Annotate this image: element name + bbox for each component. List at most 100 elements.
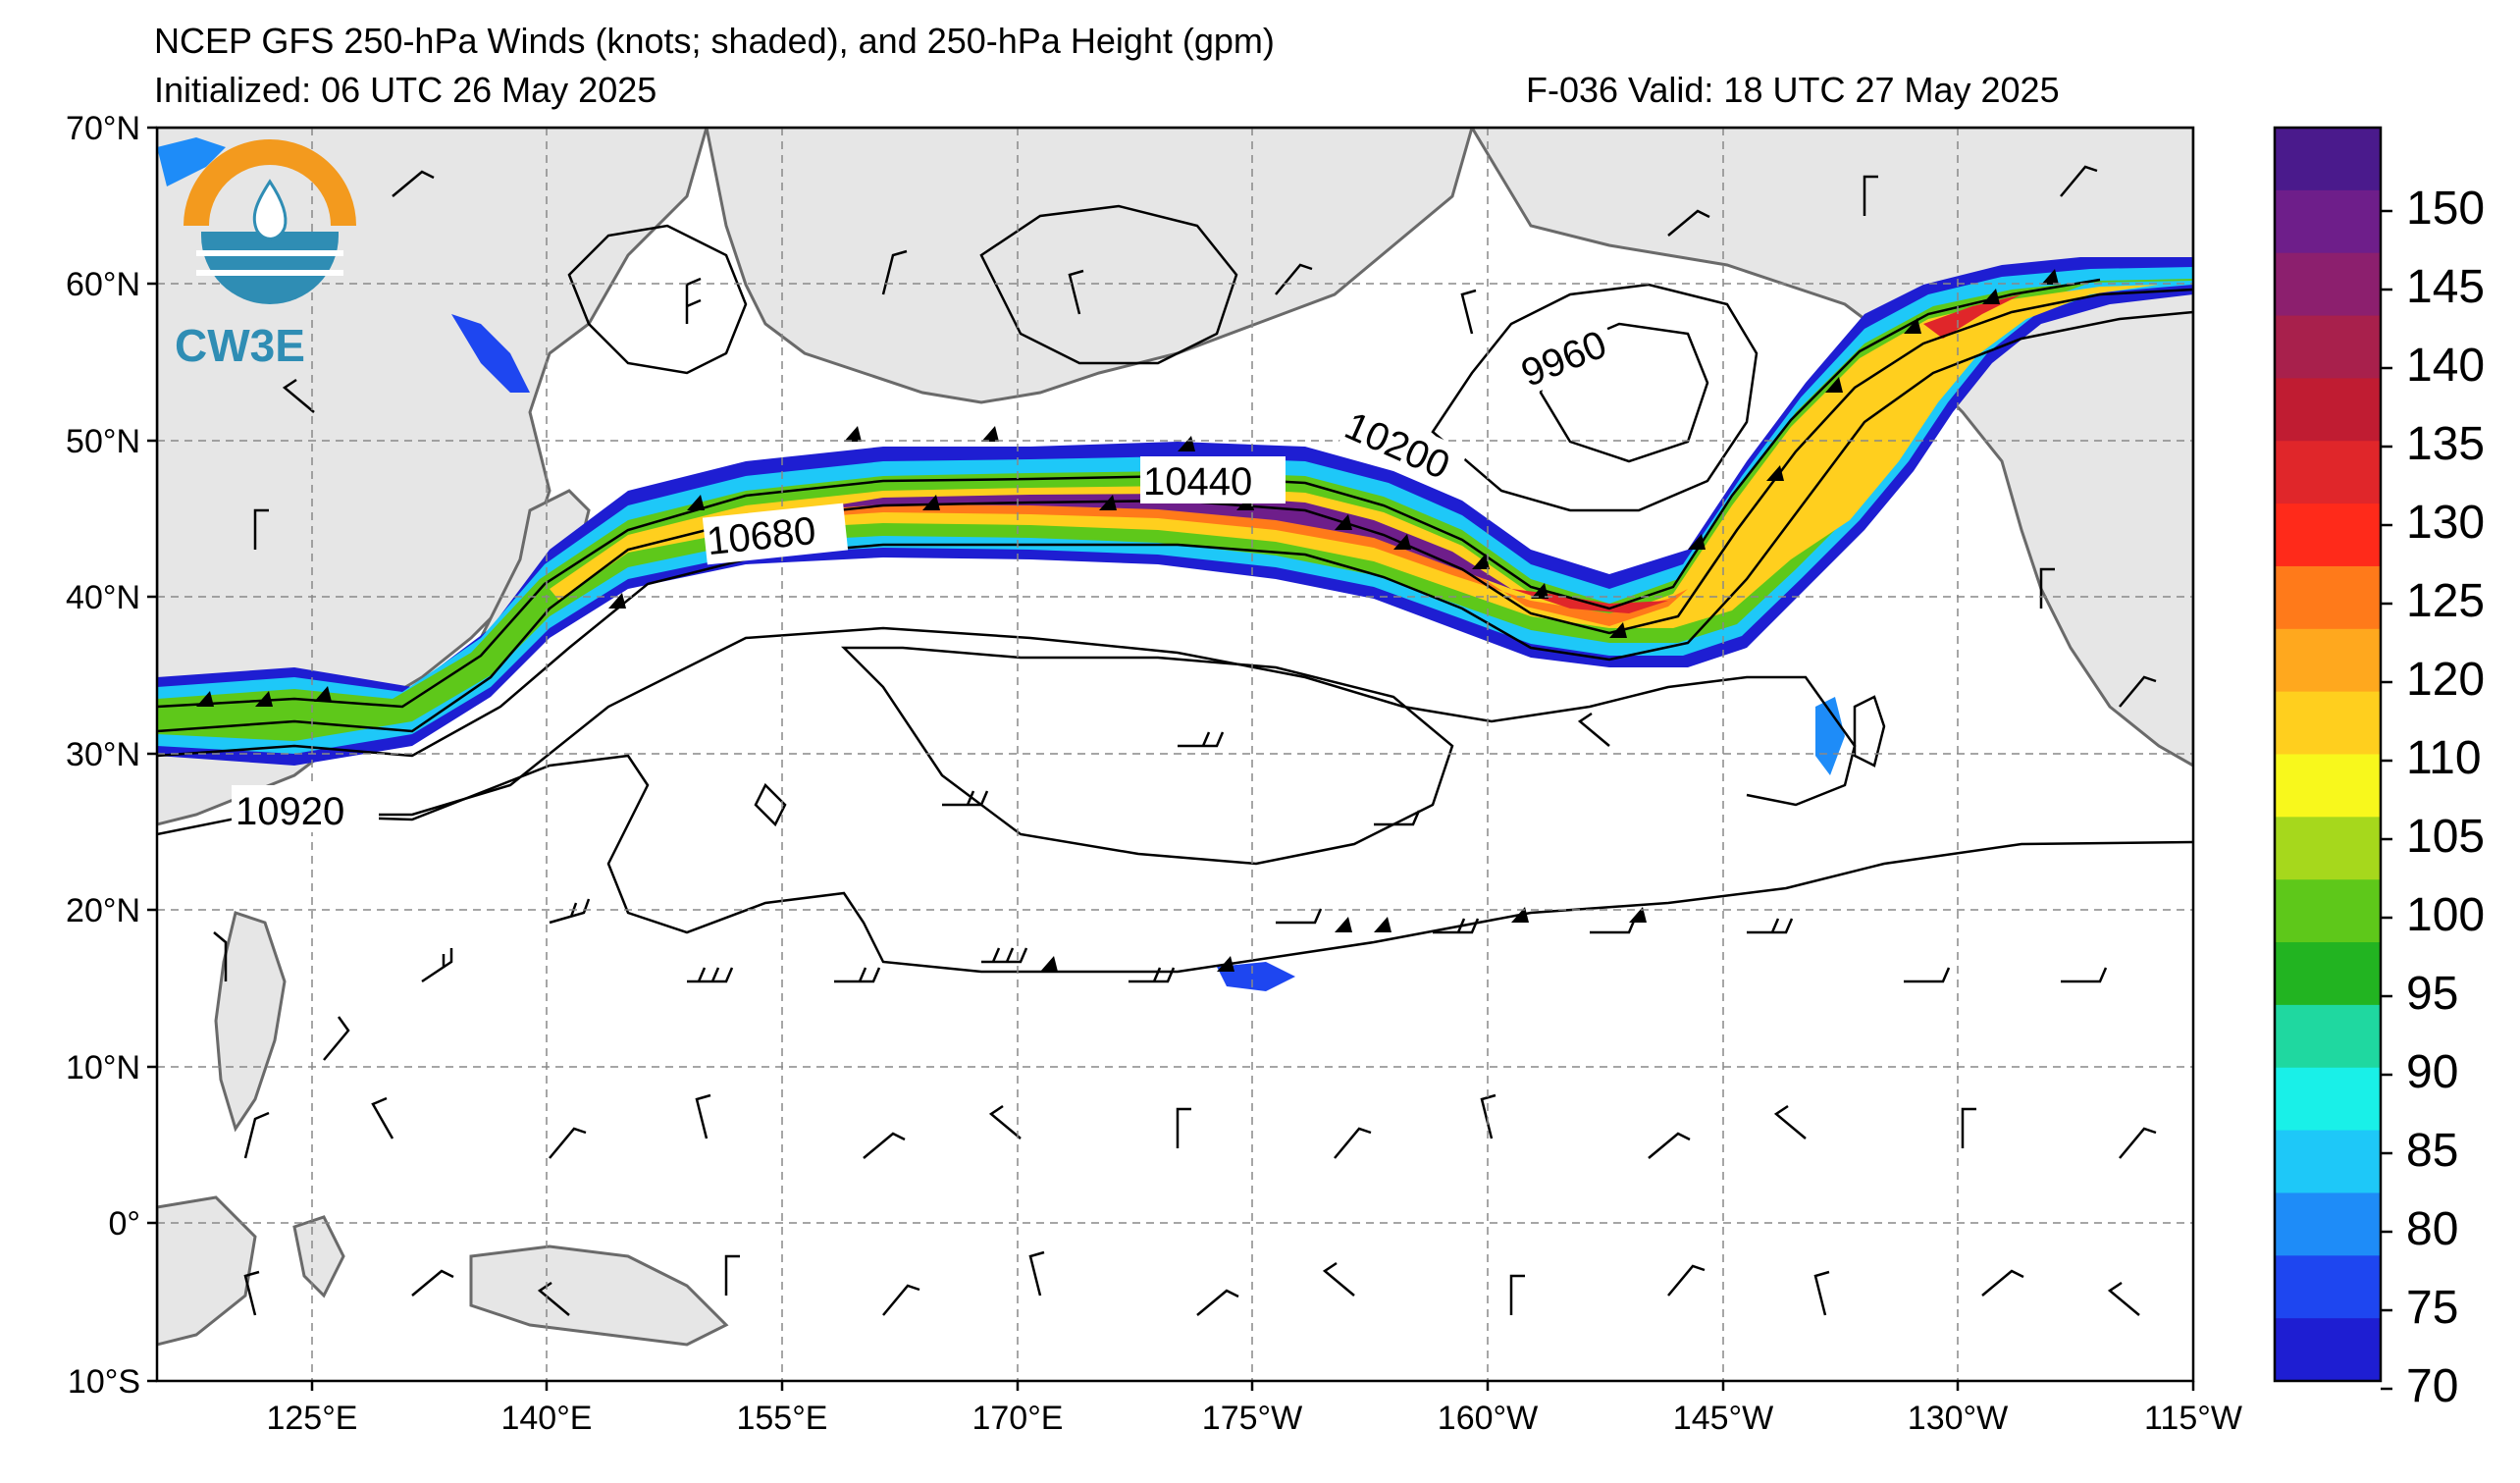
wind-barb [685,277,702,324]
wind-barb [1276,908,1323,925]
colorbar-segment [2275,879,2381,943]
lat-label: 40°N [66,579,140,616]
wind-barb [213,931,228,981]
wind-pennant [1040,956,1058,972]
contour-line [157,754,2193,974]
wind-pennant [1766,465,1784,481]
wind-barb [1981,1269,2024,1297]
wind-barb [687,967,734,983]
contour-line [157,278,2101,709]
wind-barb [1667,1264,1706,1297]
wind-barb [1028,1250,1045,1297]
jet-minor-blob-kamchatka [451,314,530,393]
philippines-land [214,911,287,1133]
lon-label: 175°W [1202,1400,1302,1437]
wind-barb [2039,567,2055,609]
colorbar-segment [2275,315,2381,379]
logo-drop-icon [252,179,288,240]
wind-barb [1322,1261,1355,1297]
lon-label: 155°E [736,1400,827,1437]
wind-pennant [1531,583,1549,599]
wind-barb [1433,918,1480,934]
wind-barb [392,170,435,197]
wind-barb [863,1132,906,1159]
contour-line [1539,322,1709,463]
colorbar-segment [2275,1004,2381,1069]
lat-label: 10°N [66,1049,140,1086]
wind-pennant [1335,917,1352,932]
colorbar-segment [2275,628,2381,693]
alaska-land [705,128,1474,404]
wind-barb [1275,263,1313,295]
wind-barb [1334,1127,1372,1159]
logo-globe-icon [201,232,339,304]
wind-barb [988,1104,1022,1139]
lat-label: 70°N [66,110,140,147]
wind-pennant [1374,917,1391,932]
colorbar-segment [2275,1255,2381,1319]
wind-barb [1648,1132,1691,1159]
wind-barb [1863,175,1878,216]
wind-pennant [1688,534,1706,550]
wind-pennant [1217,956,1234,972]
contour-line [840,646,1454,866]
jet-pennant-barbs [196,269,2059,972]
colorbar-segment [2275,754,2381,818]
wind-barb [2060,165,2098,197]
lat-label: 60°N [66,266,140,303]
wind-pennant [608,593,626,609]
lon-label: 130°W [1908,1400,2008,1437]
wind-barb [1590,918,1637,934]
wind-barb [537,1281,570,1316]
wind-barb [1480,1093,1496,1139]
colorbar-label: 130 [2406,497,2485,549]
lat-lon-grid [157,128,2193,1381]
wind-barb [2119,675,2157,708]
sulawesi-land [292,1215,345,1298]
lon-label: 170°E [971,1400,1063,1437]
contour-label-10920: 10920 [236,790,344,833]
colorbar-segment [2275,503,2381,567]
lat-label: 0° [108,1205,140,1243]
wind-pennant [1982,289,2000,304]
wind-barb [1509,1274,1525,1315]
map-title: NCEP GFS 250-hPa Winds (knots; shaded), … [154,21,1275,61]
wind-pennant [1609,622,1627,638]
lon-label: 125°E [266,1400,357,1437]
colorbar-labels: 150 145 140 135 130 125 120 110 105 100 … [2406,183,2485,1412]
wind-barb [1813,1270,1830,1316]
wind-barb [2119,1127,2157,1159]
contour-labels: 9960 10200 10440 10680 10920 [232,315,1620,833]
wind-barb [253,508,269,550]
wind-pennant [1335,514,1352,530]
colorbar-label: 140 [2406,340,2485,392]
longitude-labels: 125°E 140°E 155°E 170°E 175°W 160°W 145°… [266,1400,2241,1437]
colorbar-segment [2275,1318,2381,1382]
colorbar-segment [2275,252,2381,317]
wind-pennant [1904,318,1921,334]
wind-barb [1667,209,1710,237]
colorbar-segment [2275,441,2381,504]
wind-barb [1577,712,1610,747]
wind-barb [1068,269,1084,315]
wind-pennant [1511,907,1529,923]
contour-line [754,782,787,827]
wind-pennant [314,686,332,702]
wind-barb [724,1254,740,1296]
wind-pennant [1393,534,1411,550]
wind-barb [695,1093,711,1139]
wind-barb [1178,731,1225,748]
contour-line [157,288,2193,733]
wind-barb [1176,1107,1191,1148]
colorbar-label: 110 [2406,732,2482,784]
jet-minor-blob-topleft [157,137,226,186]
jet-band-115kt [550,285,2159,628]
wind-barb [1129,967,1176,983]
lat-label: 10°S [68,1363,140,1401]
wind-pennant [981,426,999,442]
wind-barbs [213,165,2157,1316]
colorbar-segment [2275,565,2381,630]
initialized-time: Initialized: 06 UTC 26 May 2025 [154,70,657,110]
wind-barb [243,1111,270,1159]
